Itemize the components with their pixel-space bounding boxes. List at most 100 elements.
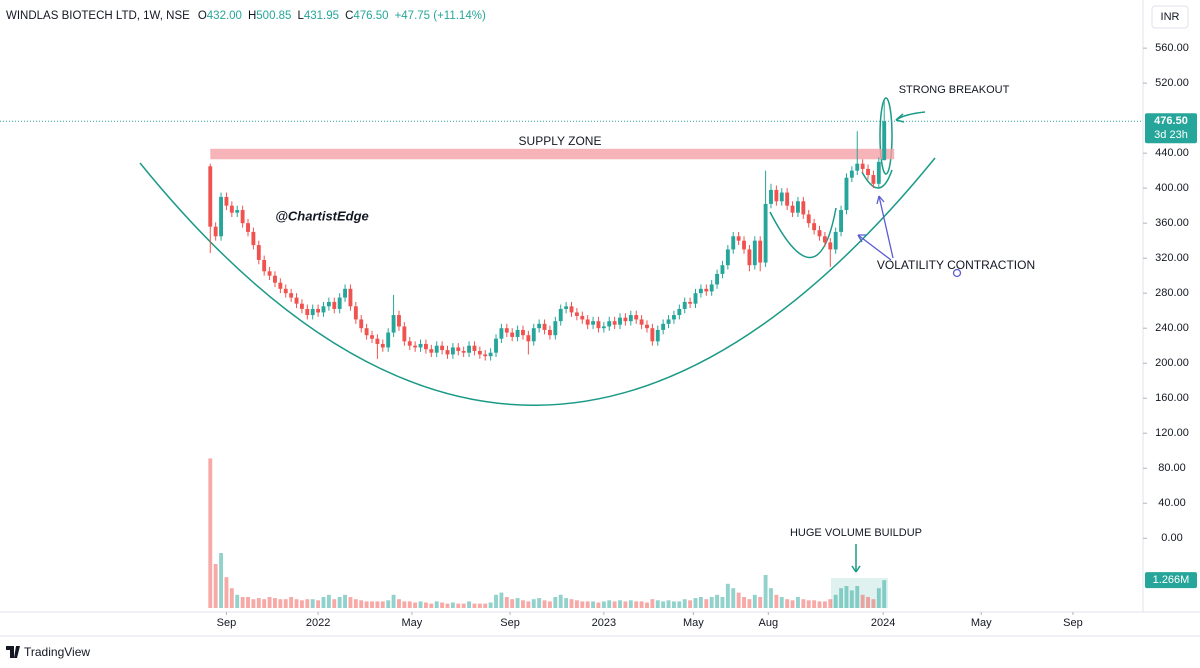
candle-body [461,350,466,353]
y-tick-label: 200.00 [1155,357,1189,369]
candle-body [370,335,374,339]
volume-bar [822,601,827,608]
last-volume-tag [1145,572,1197,589]
candle-body [558,308,563,322]
candle-body [693,293,698,304]
candle-body [467,345,472,353]
x-tick-label: 2023 [592,617,616,629]
volume-bar [240,597,245,608]
candle-body [785,192,790,206]
y-tick-label: 400.00 [1155,182,1189,194]
volume-bar [774,594,779,608]
candle-body [273,275,277,283]
candle-body [472,345,477,351]
volume-bar [229,588,234,608]
y-tick-label: 520.00 [1155,77,1189,89]
volume-bar [860,594,865,608]
candle-body [623,317,628,322]
legend-value: 476.50 [353,10,388,22]
brand[interactable]: TradingView [24,645,90,659]
volume-bar [391,594,396,608]
volume-bar [434,601,439,608]
volume-bar [763,575,768,608]
volume-bar [294,599,299,608]
arrow-head [857,234,866,243]
candle-body [445,350,450,355]
candle-body [866,168,870,176]
logo-icon[interactable] [6,646,20,658]
y-tick-label: 240.00 [1155,322,1189,334]
candle-body [882,121,887,161]
candle-body [262,259,267,272]
volume-bar [580,601,585,608]
legend-value: 431.95 [304,10,339,22]
volume-bar [661,601,666,608]
candle-body [650,328,655,342]
candle-body [828,242,833,250]
plot: 560.00 520.00 440.00 400.00 360.00 320.00 280.… [0,42,1197,629]
volume-bar [806,600,811,608]
candle-body [251,231,256,246]
volume-bar [510,599,515,608]
candle-body [348,288,353,307]
candle-body [596,321,601,329]
volume-bar [682,599,687,608]
y-tick-label: 360.00 [1155,217,1189,229]
candle-body [450,347,455,355]
annotation: VOLATILITY CONTRACTION [877,258,1035,272]
volume-bar [219,553,223,608]
candle-body [639,319,644,325]
volume-bar [370,601,374,608]
currency[interactable]: INR [1161,11,1180,23]
candle-body [521,329,525,336]
volume-bar [380,601,385,608]
candle-body [822,236,827,243]
volume-bar [849,590,854,608]
y-tick-label: 320.00 [1155,252,1189,264]
candle-body [871,175,876,184]
volume-bar [332,599,337,608]
volume-bar [531,599,536,608]
candle-body [655,329,660,342]
y-tick-label: 160.00 [1155,392,1189,404]
candle-body [299,303,304,309]
volume-bar [348,597,353,608]
candle-body [380,343,385,348]
symbol: WINDLAS BIOTECH LTD, 1W, NSE [6,10,190,22]
volume-bar [224,577,229,608]
volume-bar [666,600,671,608]
volume-bar [488,602,493,608]
candle-body [504,328,509,333]
volume-bar [882,580,887,608]
volume-bar [537,598,542,608]
volume-bar [742,597,746,608]
x-tick-label: 2022 [306,617,330,629]
candle-body [860,163,865,169]
volume-bar [779,597,784,608]
volume-bar [326,594,331,608]
candle-body [671,315,676,320]
volume-bar [812,600,817,608]
volume-bar [256,598,261,608]
volume-bar [828,599,833,608]
x-tick-label: 2024 [871,617,895,629]
arrow-head [851,565,861,573]
volume-bar [725,583,730,608]
candle-body [758,240,763,263]
candle-body [601,326,606,329]
candle-body [386,332,391,348]
volume-bar [461,603,466,608]
currency-box[interactable] [1151,5,1189,29]
volume-bar [591,601,596,608]
supply-zone [210,148,895,160]
candle-body [229,205,234,213]
volume-bar [720,597,725,608]
x-tick-label: Sep [217,617,237,629]
cup-curve [139,157,936,406]
volume-bar [839,588,844,608]
brand-logo[interactable]: TradingView [6,645,90,659]
candle-body [553,321,558,336]
volume-bar [407,601,412,608]
breakout-ellipse [879,97,893,175]
volume-bar [477,603,482,608]
